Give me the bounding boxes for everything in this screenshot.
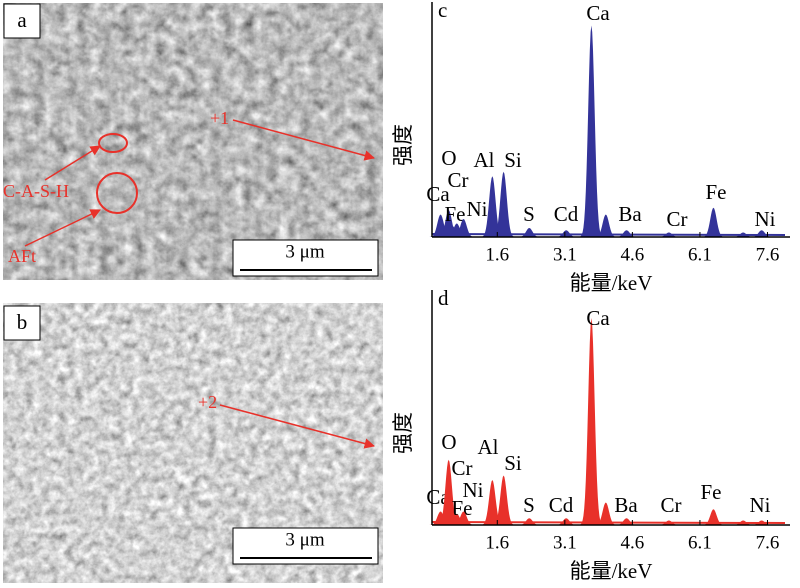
- arrow: [232, 119, 376, 161]
- peak: [443, 513, 470, 525]
- peak-label: Fe: [701, 480, 722, 504]
- peak: [656, 232, 682, 237]
- x-tick-label: 1.6: [485, 244, 509, 265]
- peak: [439, 225, 466, 237]
- peak-label: Fe: [452, 496, 473, 520]
- peak: [730, 520, 756, 525]
- peak-label: O: [441, 146, 456, 170]
- peak: [656, 520, 682, 525]
- peak: [490, 475, 517, 525]
- peak: [439, 511, 466, 525]
- x-axis-label: 能量/keV: [570, 559, 653, 583]
- peak-label: O: [441, 430, 456, 454]
- annotation: +2: [198, 392, 217, 412]
- sem-image: [3, 3, 383, 280]
- x-tick-label: 7.6: [756, 244, 780, 265]
- peak: [516, 518, 543, 525]
- peak-label: S: [523, 493, 535, 517]
- panel-label: d: [438, 286, 449, 310]
- peak-label: Al: [474, 148, 495, 172]
- peak: [450, 219, 477, 237]
- peak-label: Ca: [586, 306, 610, 330]
- peak-label: Ni: [463, 478, 484, 502]
- peak: [578, 318, 605, 525]
- peak-label: Cd: [549, 493, 574, 517]
- peak-label: Cd: [554, 202, 579, 226]
- peak-label: Cr: [667, 207, 688, 231]
- peak: [443, 223, 470, 237]
- peak-label: Ni: [467, 197, 488, 221]
- x-tick-label: 4.6: [621, 532, 645, 553]
- peak: [516, 228, 543, 237]
- peak-label: Fe: [445, 202, 466, 226]
- peak-label: Si: [504, 451, 522, 475]
- peak: [700, 207, 727, 237]
- panel-label-box: [3, 305, 41, 341]
- arrow: [219, 404, 376, 449]
- peak-label: Cr: [661, 493, 682, 517]
- peak: [479, 480, 506, 525]
- peak: [435, 210, 462, 237]
- x-tick-label: 3.1: [553, 532, 577, 553]
- peak: [427, 214, 454, 237]
- panel-label: a: [17, 8, 27, 32]
- circle: [96, 172, 138, 214]
- peak: [613, 518, 640, 525]
- peak-label: Ca: [426, 182, 450, 206]
- y-axis-label: 强度: [391, 412, 415, 454]
- peak: [553, 518, 579, 525]
- x-axis-label: 能量/keV: [570, 271, 653, 295]
- peak: [450, 511, 477, 525]
- panel-label: c: [438, 0, 447, 22]
- peak: [479, 176, 506, 237]
- peak-label: Cr: [448, 168, 469, 192]
- y-axis-label: 强度: [391, 124, 415, 166]
- peak: [613, 230, 640, 237]
- peak-label: Cr: [452, 456, 473, 480]
- x-tick-label: 6.1: [688, 532, 712, 553]
- peak-label: Ba: [618, 202, 642, 226]
- x-tick-label: 6.1: [688, 244, 712, 265]
- peak: [490, 171, 517, 237]
- arrow: [24, 209, 101, 247]
- peak-label: Fe: [706, 180, 727, 204]
- peak: [730, 232, 756, 237]
- x-tick-label: 4.6: [621, 244, 645, 265]
- annotation: +1: [210, 108, 229, 128]
- peak: [578, 25, 605, 237]
- peak-label: Ni: [755, 207, 776, 231]
- peak-label: Ni: [750, 493, 771, 517]
- peak-label: Ba: [614, 493, 638, 517]
- circle: [98, 133, 128, 153]
- arrow: [44, 145, 101, 181]
- peak-label: Al: [478, 435, 499, 459]
- scale-bar-label: 3 μm: [285, 241, 324, 262]
- peak: [593, 502, 619, 525]
- peak: [593, 214, 619, 237]
- scale-bar-label: 3 μm: [285, 529, 324, 550]
- peak: [748, 520, 775, 525]
- annotation: AFt: [8, 246, 36, 266]
- peak-label: Si: [504, 148, 522, 172]
- peak: [427, 511, 454, 525]
- x-tick-label: 1.6: [485, 532, 509, 553]
- panel-label-box: [3, 3, 41, 39]
- peak-label: Ca: [586, 1, 610, 25]
- panel-label: b: [17, 310, 28, 334]
- annotation: C-A-S-H: [3, 181, 69, 201]
- peak: [700, 509, 727, 525]
- peak: [435, 459, 462, 525]
- peak: [748, 230, 775, 237]
- x-tick-label: 3.1: [553, 244, 577, 265]
- peak-label: S: [523, 202, 535, 226]
- peak: [553, 230, 579, 237]
- x-tick-label: 7.6: [756, 532, 780, 553]
